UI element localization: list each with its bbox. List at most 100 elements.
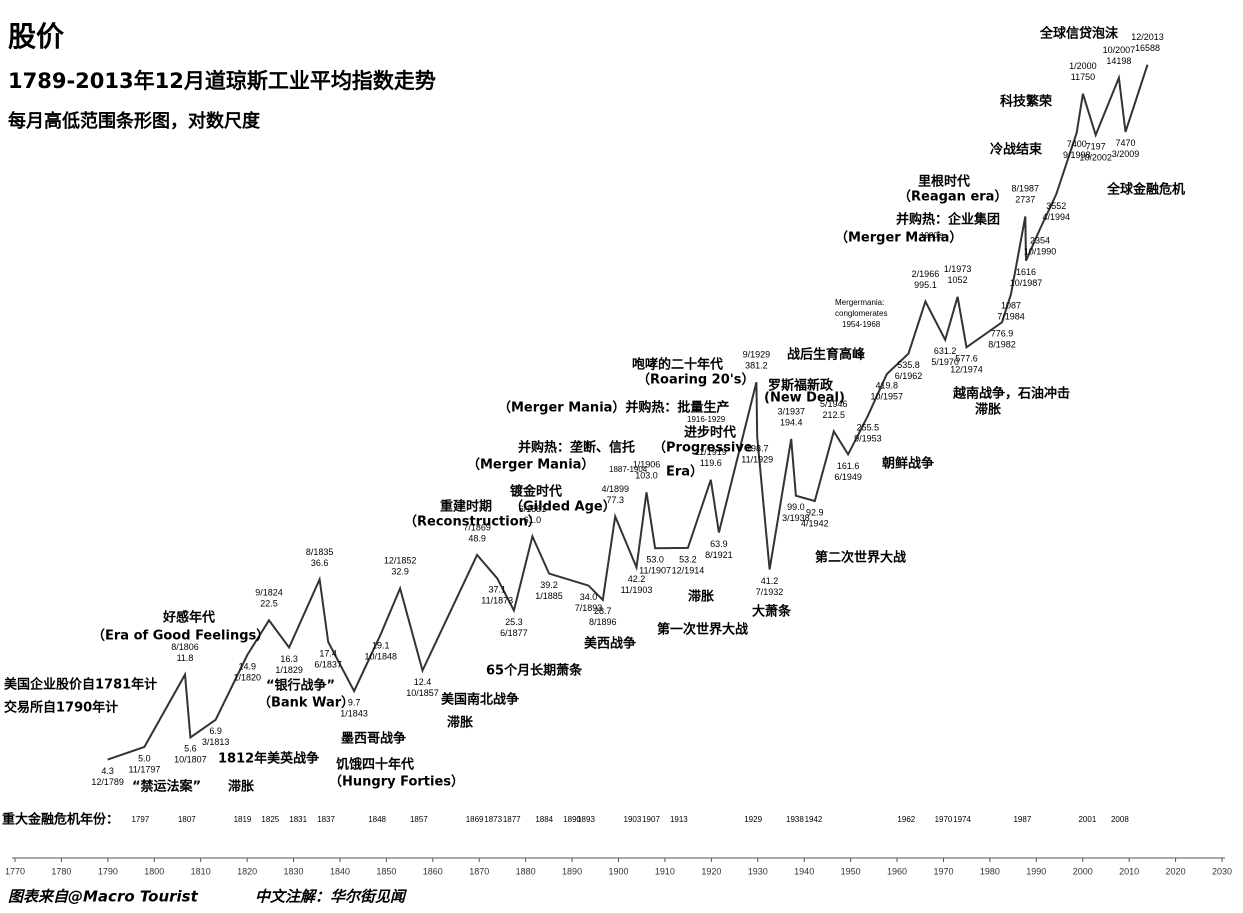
x-tick-label: 1880	[516, 866, 536, 876]
date-label: 7/1869	[463, 522, 491, 532]
crisis-year: 1974	[953, 815, 971, 824]
x-tick-label: 1810	[191, 866, 211, 876]
date-label: 7/1893	[575, 603, 603, 613]
value-label: 16588	[1135, 43, 1160, 53]
value-label: 7470	[1115, 138, 1135, 148]
annotation: 饥饿四十年代	[336, 757, 414, 773]
value-label: 198.7	[746, 443, 769, 453]
x-tick-label: 1910	[655, 866, 675, 876]
crisis-year: 1869	[466, 815, 484, 824]
date-label: 8/1806	[171, 642, 199, 652]
annotation: （Merger Mania）	[467, 457, 594, 473]
date-label: 11/1919	[695, 447, 727, 457]
value-label: 39.2	[540, 580, 558, 590]
annotation: （Reconstruction）	[404, 514, 541, 530]
value-label: 37.1	[488, 585, 506, 595]
annotation: 科技繁荣	[1000, 94, 1053, 110]
date-label: 12/2013	[1131, 32, 1164, 42]
crisis-year: 1942	[805, 815, 823, 824]
chart-subtitle: 每月高低范围条形图，对数尺度	[8, 110, 261, 132]
annotation: 全球信贷泡沫	[1039, 26, 1119, 42]
value-label: 63.9	[710, 539, 728, 549]
crisis-year: 1962	[897, 815, 915, 824]
value-label: 61.0	[524, 515, 542, 525]
crisis-year: 1913	[670, 815, 688, 824]
annotation: 第一次世界大战	[657, 622, 748, 638]
value-label: 119.6	[700, 458, 722, 468]
date-label: 7/1932	[756, 587, 784, 597]
date-label: 5/1946	[820, 399, 848, 409]
crisis-year: 1884	[535, 815, 553, 824]
date-label: 10/1807	[174, 755, 207, 765]
x-tick-label: 1960	[887, 866, 907, 876]
annotation: （Era of Good Feelings）	[92, 628, 269, 644]
value-label: 1052	[948, 275, 968, 285]
value-label: 11750	[1071, 72, 1095, 82]
crisis-year: 1903	[624, 815, 642, 824]
value-label: 41.2	[761, 576, 779, 586]
x-tick-label: 1770	[5, 866, 25, 876]
value-label: 34.0	[580, 592, 598, 602]
x-tick-label: 1850	[376, 866, 396, 876]
crisis-year: 1907	[642, 815, 660, 824]
date-label: 1/1973	[944, 264, 972, 274]
date-label: 6/1837	[314, 659, 342, 669]
annotation: 冷战结束	[990, 142, 1043, 158]
value-label: 28.7	[594, 606, 612, 616]
annotation: 交易所自1790年计	[4, 700, 118, 716]
crisis-year: 1848	[368, 815, 386, 824]
date-label: 10/1990	[1024, 246, 1057, 256]
x-tick-label: 1870	[469, 866, 489, 876]
annotation: （Merger Mania）并购热：批量生产	[498, 400, 729, 416]
crisis-year: 1938	[786, 815, 804, 824]
crisis-year: 1797	[131, 815, 149, 824]
annotation: 滞胀	[975, 402, 1001, 418]
annotation: 滞胀	[688, 589, 714, 605]
crisis-year: 1819	[234, 815, 252, 824]
x-tick-label: 1800	[144, 866, 164, 876]
value-label: 17.4	[319, 648, 337, 658]
annotation: （Merger Mania）	[835, 230, 962, 246]
date-label: 9/1953	[854, 433, 882, 443]
value-label: 14.9	[239, 661, 257, 671]
crisis-year: 1890	[563, 815, 581, 824]
date-label: 11/1907	[639, 566, 671, 576]
annotation: 越南战争，石油冲击	[952, 386, 1070, 402]
x-tick-label: 2030	[1212, 866, 1232, 876]
annotation: “禁运法案”	[132, 779, 201, 795]
x-tick-label: 1820	[237, 866, 257, 876]
date-label: 10/2002	[1079, 152, 1112, 162]
x-tick-label: 1890	[562, 866, 582, 876]
value-label: 2737	[1015, 195, 1035, 205]
value-label: 1616	[1016, 267, 1036, 277]
annotation: 朝鲜战争	[882, 456, 934, 472]
x-tick-label: 1860	[423, 866, 443, 876]
annotation: 美国南北战争	[441, 692, 519, 708]
value-label: 36.6	[311, 558, 329, 568]
crisis-year: 1825	[261, 815, 279, 824]
date-label: 6/1881	[519, 504, 547, 514]
chart-title: 股价	[8, 20, 65, 53]
date-label: 9/1929	[743, 350, 771, 360]
value-label: 255.5	[857, 422, 880, 432]
annotation: （Bank War）	[258, 695, 354, 711]
x-tick-label: 2010	[1119, 866, 1139, 876]
value-label: 48.9	[468, 533, 486, 543]
annotation: 滞胀	[228, 779, 254, 795]
crisis-year: 1857	[410, 815, 428, 824]
annotation: （Reagan era）	[898, 189, 1007, 205]
date-label: 8/1987	[1011, 184, 1039, 194]
date-label: 4/1942	[801, 518, 829, 528]
value-label: 4.3	[101, 766, 114, 776]
value-label: 12.4	[414, 677, 432, 687]
date-label: 4/1994	[1042, 212, 1070, 222]
annotation: Mergermania:	[835, 298, 884, 307]
x-tick-label: 1830	[284, 866, 304, 876]
x-tick-label: 1990	[1026, 866, 1046, 876]
x-tick-label: 1780	[51, 866, 71, 876]
note: 中文注解：华尔街见闻	[255, 888, 408, 906]
value-label: 5.6	[184, 744, 197, 754]
value-label: 32.9	[391, 567, 409, 577]
value-label: 9.7	[348, 698, 361, 708]
annotation: 美西战争	[584, 636, 636, 652]
